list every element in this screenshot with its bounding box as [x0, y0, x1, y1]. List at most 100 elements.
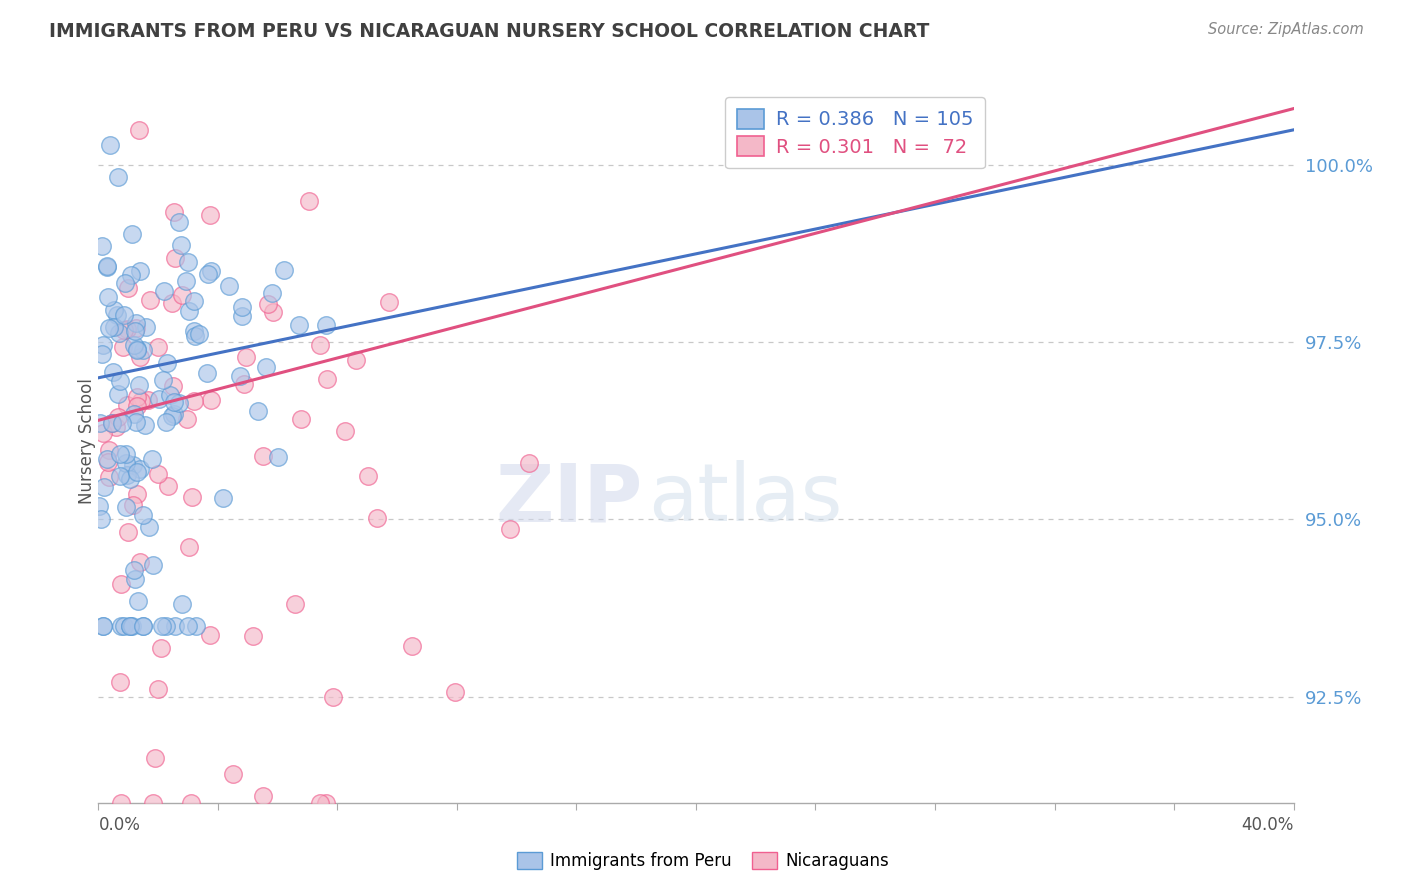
- Point: [115, 468, 138, 483]
- Point: [183, 325, 205, 339]
- Point: [366, 511, 388, 525]
- Point: [231, 300, 253, 314]
- Text: atlas: atlas: [648, 460, 842, 539]
- Point: [177, 304, 200, 318]
- Point: [125, 390, 148, 404]
- Point: [122, 562, 145, 576]
- Point: [174, 274, 197, 288]
- Point: [165, 618, 187, 632]
- Point: [195, 366, 218, 380]
- Point: [124, 316, 146, 330]
- Point: [115, 447, 138, 461]
- Point: [499, 522, 522, 536]
- Point: [129, 393, 152, 408]
- Point: [90, 512, 112, 526]
- Text: IMMIGRANTS FROM PERU VS NICARAGUAN NURSERY SCHOOL CORRELATION CHART: IMMIGRANTS FROM PERU VS NICARAGUAN NURSE…: [49, 22, 929, 41]
- Point: [322, 690, 344, 704]
- Point: [149, 640, 172, 655]
- Point: [176, 412, 198, 426]
- Point: [98, 470, 121, 484]
- Point: [167, 215, 190, 229]
- Point: [90, 238, 112, 252]
- Point: [260, 285, 283, 300]
- Point: [110, 577, 132, 591]
- Point: [242, 629, 264, 643]
- Point: [184, 618, 207, 632]
- Point: [315, 318, 337, 333]
- Point: [163, 395, 186, 409]
- Point: [108, 447, 131, 461]
- Point: [145, 751, 167, 765]
- Legend: Immigrants from Peru, Nicaraguans: Immigrants from Peru, Nicaraguans: [510, 845, 896, 877]
- Point: [125, 415, 148, 429]
- Y-axis label: Nursery School: Nursery School: [79, 378, 96, 505]
- Point: [148, 682, 170, 697]
- Point: [125, 466, 148, 480]
- Point: [128, 123, 150, 137]
- Point: [152, 618, 174, 632]
- Point: [127, 343, 149, 357]
- Point: [91, 618, 114, 632]
- Point: [131, 618, 153, 632]
- Point: [157, 478, 180, 492]
- Point: [231, 309, 253, 323]
- Point: [111, 416, 134, 430]
- Point: [110, 374, 132, 388]
- Point: [134, 418, 156, 433]
- Point: [91, 425, 114, 440]
- Point: [97, 443, 120, 458]
- Point: [266, 450, 288, 464]
- Point: [290, 412, 312, 426]
- Point: [124, 407, 146, 421]
- Point: [115, 322, 138, 336]
- Point: [141, 452, 163, 467]
- Point: [98, 137, 121, 152]
- Point: [200, 264, 222, 278]
- Point: [105, 419, 128, 434]
- Point: [218, 279, 240, 293]
- Point: [180, 490, 202, 504]
- Point: [96, 260, 118, 274]
- Point: [252, 789, 274, 803]
- Point: [129, 351, 152, 365]
- Point: [170, 288, 193, 302]
- Point: [112, 308, 135, 322]
- Point: [165, 251, 187, 265]
- Point: [103, 303, 125, 318]
- Point: [120, 618, 142, 632]
- Point: [114, 456, 136, 470]
- Point: [114, 618, 136, 632]
- Point: [128, 377, 150, 392]
- Point: [148, 392, 170, 406]
- Point: [163, 407, 186, 421]
- Point: [142, 796, 165, 810]
- Text: 0.0%: 0.0%: [98, 815, 141, 833]
- Point: [247, 403, 270, 417]
- Point: [98, 321, 121, 335]
- Point: [110, 618, 132, 632]
- Point: [127, 487, 149, 501]
- Point: [256, 296, 278, 310]
- Point: [284, 597, 307, 611]
- Point: [139, 293, 162, 307]
- Point: [163, 204, 186, 219]
- Point: [120, 471, 142, 485]
- Point: [107, 326, 129, 340]
- Point: [122, 498, 145, 512]
- Point: [103, 320, 125, 334]
- Point: [180, 796, 202, 810]
- Point: [96, 260, 118, 274]
- Legend: R = 0.386   N = 105, R = 0.301   N =  72: R = 0.386 N = 105, R = 0.301 N = 72: [725, 97, 986, 169]
- Point: [235, 351, 257, 365]
- Point: [93, 480, 115, 494]
- Point: [401, 639, 423, 653]
- Point: [122, 458, 145, 472]
- Point: [187, 327, 209, 342]
- Point: [142, 558, 165, 572]
- Point: [159, 388, 181, 402]
- Point: [105, 308, 128, 322]
- Point: [91, 618, 114, 632]
- Point: [107, 386, 129, 401]
- Point: [156, 356, 179, 370]
- Point: [197, 267, 219, 281]
